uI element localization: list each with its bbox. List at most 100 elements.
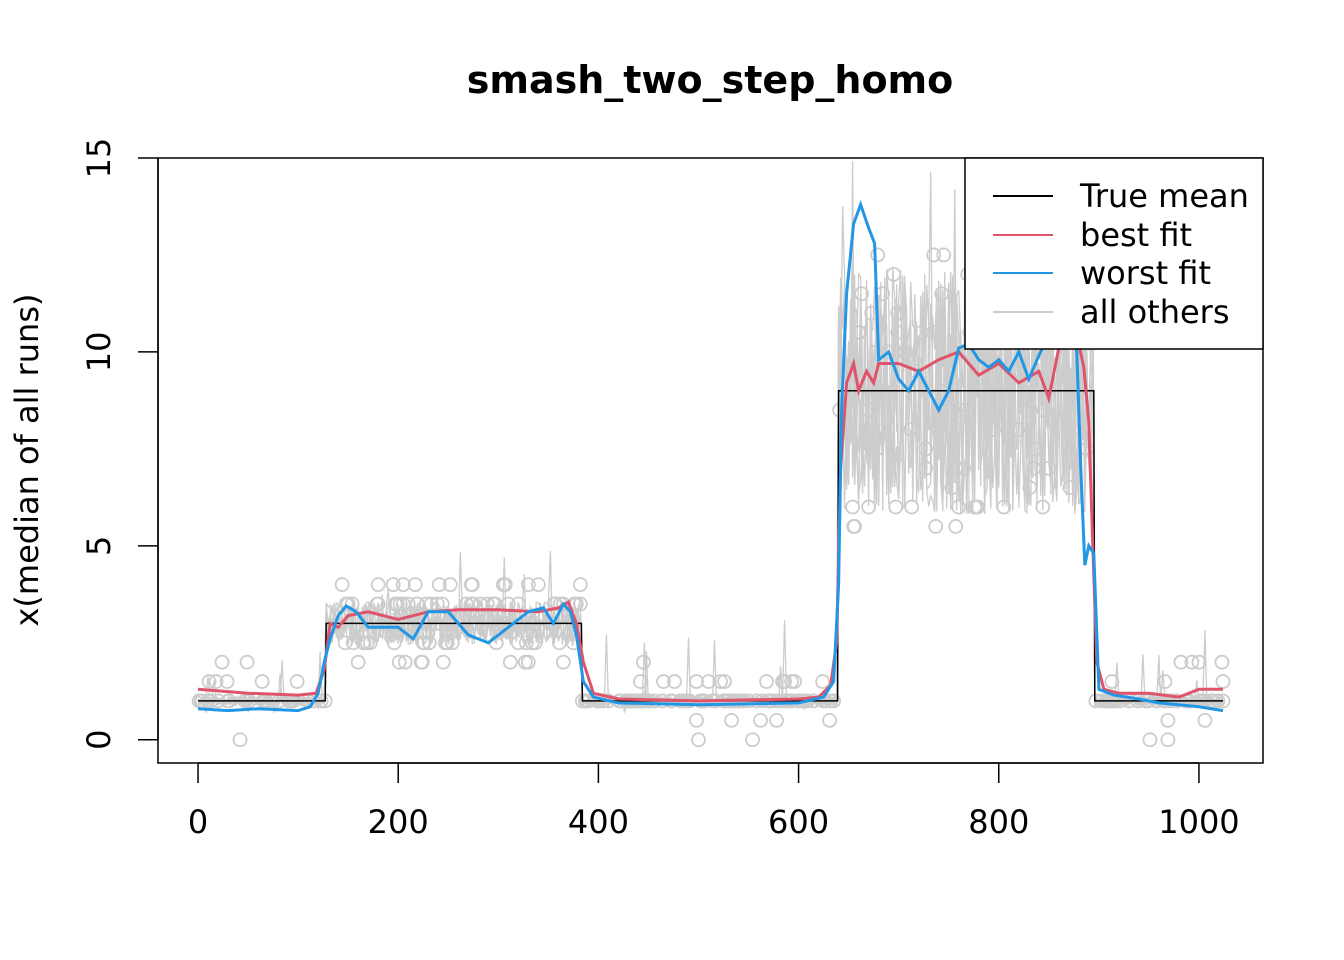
observation-point bbox=[510, 635, 526, 651]
observation-point bbox=[395, 596, 411, 612]
observation-point bbox=[1035, 499, 1051, 515]
observation-point bbox=[1184, 654, 1200, 670]
chart-title: smash_two_step_homo bbox=[467, 58, 954, 102]
observation-point bbox=[1026, 460, 1042, 476]
observation-point bbox=[689, 712, 704, 728]
observation-point bbox=[530, 577, 546, 593]
observation-point bbox=[520, 654, 536, 670]
observation-point bbox=[1197, 712, 1213, 728]
observation-point bbox=[444, 635, 460, 651]
observation-point bbox=[232, 732, 248, 748]
observation-point bbox=[996, 499, 1012, 515]
observation-point bbox=[1027, 441, 1043, 457]
observation-point bbox=[930, 422, 946, 437]
observation-point bbox=[1062, 480, 1078, 496]
observation-point bbox=[397, 654, 413, 670]
observation-point bbox=[407, 577, 423, 593]
observation-point bbox=[572, 577, 588, 593]
observation-point bbox=[464, 577, 480, 593]
observation-point bbox=[745, 732, 760, 748]
observation-point bbox=[239, 654, 255, 670]
observation-point bbox=[219, 674, 235, 689]
observation-point bbox=[904, 499, 920, 515]
observation-point bbox=[337, 635, 353, 651]
observation-point bbox=[787, 674, 802, 689]
observation-point bbox=[918, 460, 934, 476]
legend-box bbox=[964, 157, 1264, 350]
observation-point bbox=[1142, 732, 1158, 748]
observation-point bbox=[1036, 402, 1052, 418]
observation-point bbox=[847, 519, 863, 534]
x-tick-label: 1000 bbox=[1158, 803, 1239, 841]
observation-point bbox=[854, 286, 870, 302]
observation-point bbox=[439, 635, 455, 651]
observation-point bbox=[1019, 402, 1035, 418]
observation-point bbox=[520, 577, 536, 593]
observation-point bbox=[345, 635, 361, 651]
observation-point bbox=[952, 402, 968, 418]
legend-label-true-mean: True mean bbox=[1079, 177, 1249, 215]
y-tick-label: 10 bbox=[80, 332, 118, 373]
y-tick-label: 5 bbox=[80, 536, 118, 556]
observation-point bbox=[633, 674, 648, 689]
observation-point bbox=[555, 654, 571, 670]
observation-point bbox=[667, 674, 682, 689]
observation-point bbox=[442, 577, 458, 593]
observation-point bbox=[214, 654, 230, 670]
legend-label-best-fit: best fit bbox=[1080, 216, 1192, 254]
observation-point bbox=[903, 422, 919, 437]
y-tick-label: 0 bbox=[80, 730, 118, 750]
legend: True mean best fit worst fit all others bbox=[964, 157, 1264, 350]
observation-point bbox=[717, 674, 732, 689]
observation-point bbox=[888, 499, 904, 515]
observation-point bbox=[435, 654, 451, 670]
y-axis-label: x(median of all runs) bbox=[8, 294, 46, 627]
observation-point bbox=[970, 499, 986, 515]
x-tick-label: 800 bbox=[968, 803, 1029, 841]
observation-point bbox=[918, 441, 934, 457]
x-tick-label: 0 bbox=[188, 803, 208, 841]
observation-point bbox=[986, 422, 1002, 437]
y-axis: 0 5 10 15 bbox=[80, 138, 159, 750]
observation-point bbox=[928, 519, 944, 534]
x-axis: 0 200 400 600 800 1000 bbox=[188, 762, 1240, 841]
observation-point bbox=[815, 674, 831, 689]
x-tick-label: 200 bbox=[368, 803, 429, 841]
observation-point bbox=[880, 344, 896, 360]
observation-point bbox=[869, 344, 885, 360]
observation-point bbox=[958, 402, 974, 418]
observation-point bbox=[1191, 654, 1207, 670]
observation-point bbox=[517, 654, 533, 670]
observation-point bbox=[1160, 732, 1176, 748]
observation-point bbox=[391, 654, 407, 670]
observation-point bbox=[947, 344, 963, 360]
observation-point bbox=[822, 712, 838, 728]
observation-point bbox=[948, 519, 964, 534]
observation-point bbox=[988, 402, 1004, 418]
observation-point bbox=[1041, 460, 1057, 476]
observation-point bbox=[759, 674, 774, 689]
observation-point bbox=[861, 499, 877, 515]
x-tick-label: 600 bbox=[768, 803, 829, 841]
observation-point bbox=[784, 674, 799, 689]
observation-point bbox=[861, 402, 877, 418]
observation-point bbox=[1010, 422, 1026, 437]
observation-point bbox=[898, 344, 914, 360]
observation-point bbox=[656, 674, 671, 689]
observation-point bbox=[875, 286, 891, 302]
observation-point bbox=[418, 596, 434, 612]
observation-point bbox=[370, 596, 386, 612]
observation-point bbox=[551, 635, 567, 651]
observation-point bbox=[572, 596, 588, 612]
observation-point bbox=[934, 286, 950, 302]
observation-point bbox=[1104, 674, 1120, 689]
observation-point bbox=[415, 635, 431, 651]
observation-point bbox=[254, 674, 270, 689]
observation-point bbox=[936, 247, 952, 263]
x-tick-label: 400 bbox=[568, 803, 629, 841]
observation-point bbox=[852, 325, 868, 340]
observation-point bbox=[870, 247, 886, 263]
observation-point bbox=[356, 635, 372, 651]
observation-point bbox=[289, 674, 305, 689]
observation-point bbox=[869, 441, 885, 457]
